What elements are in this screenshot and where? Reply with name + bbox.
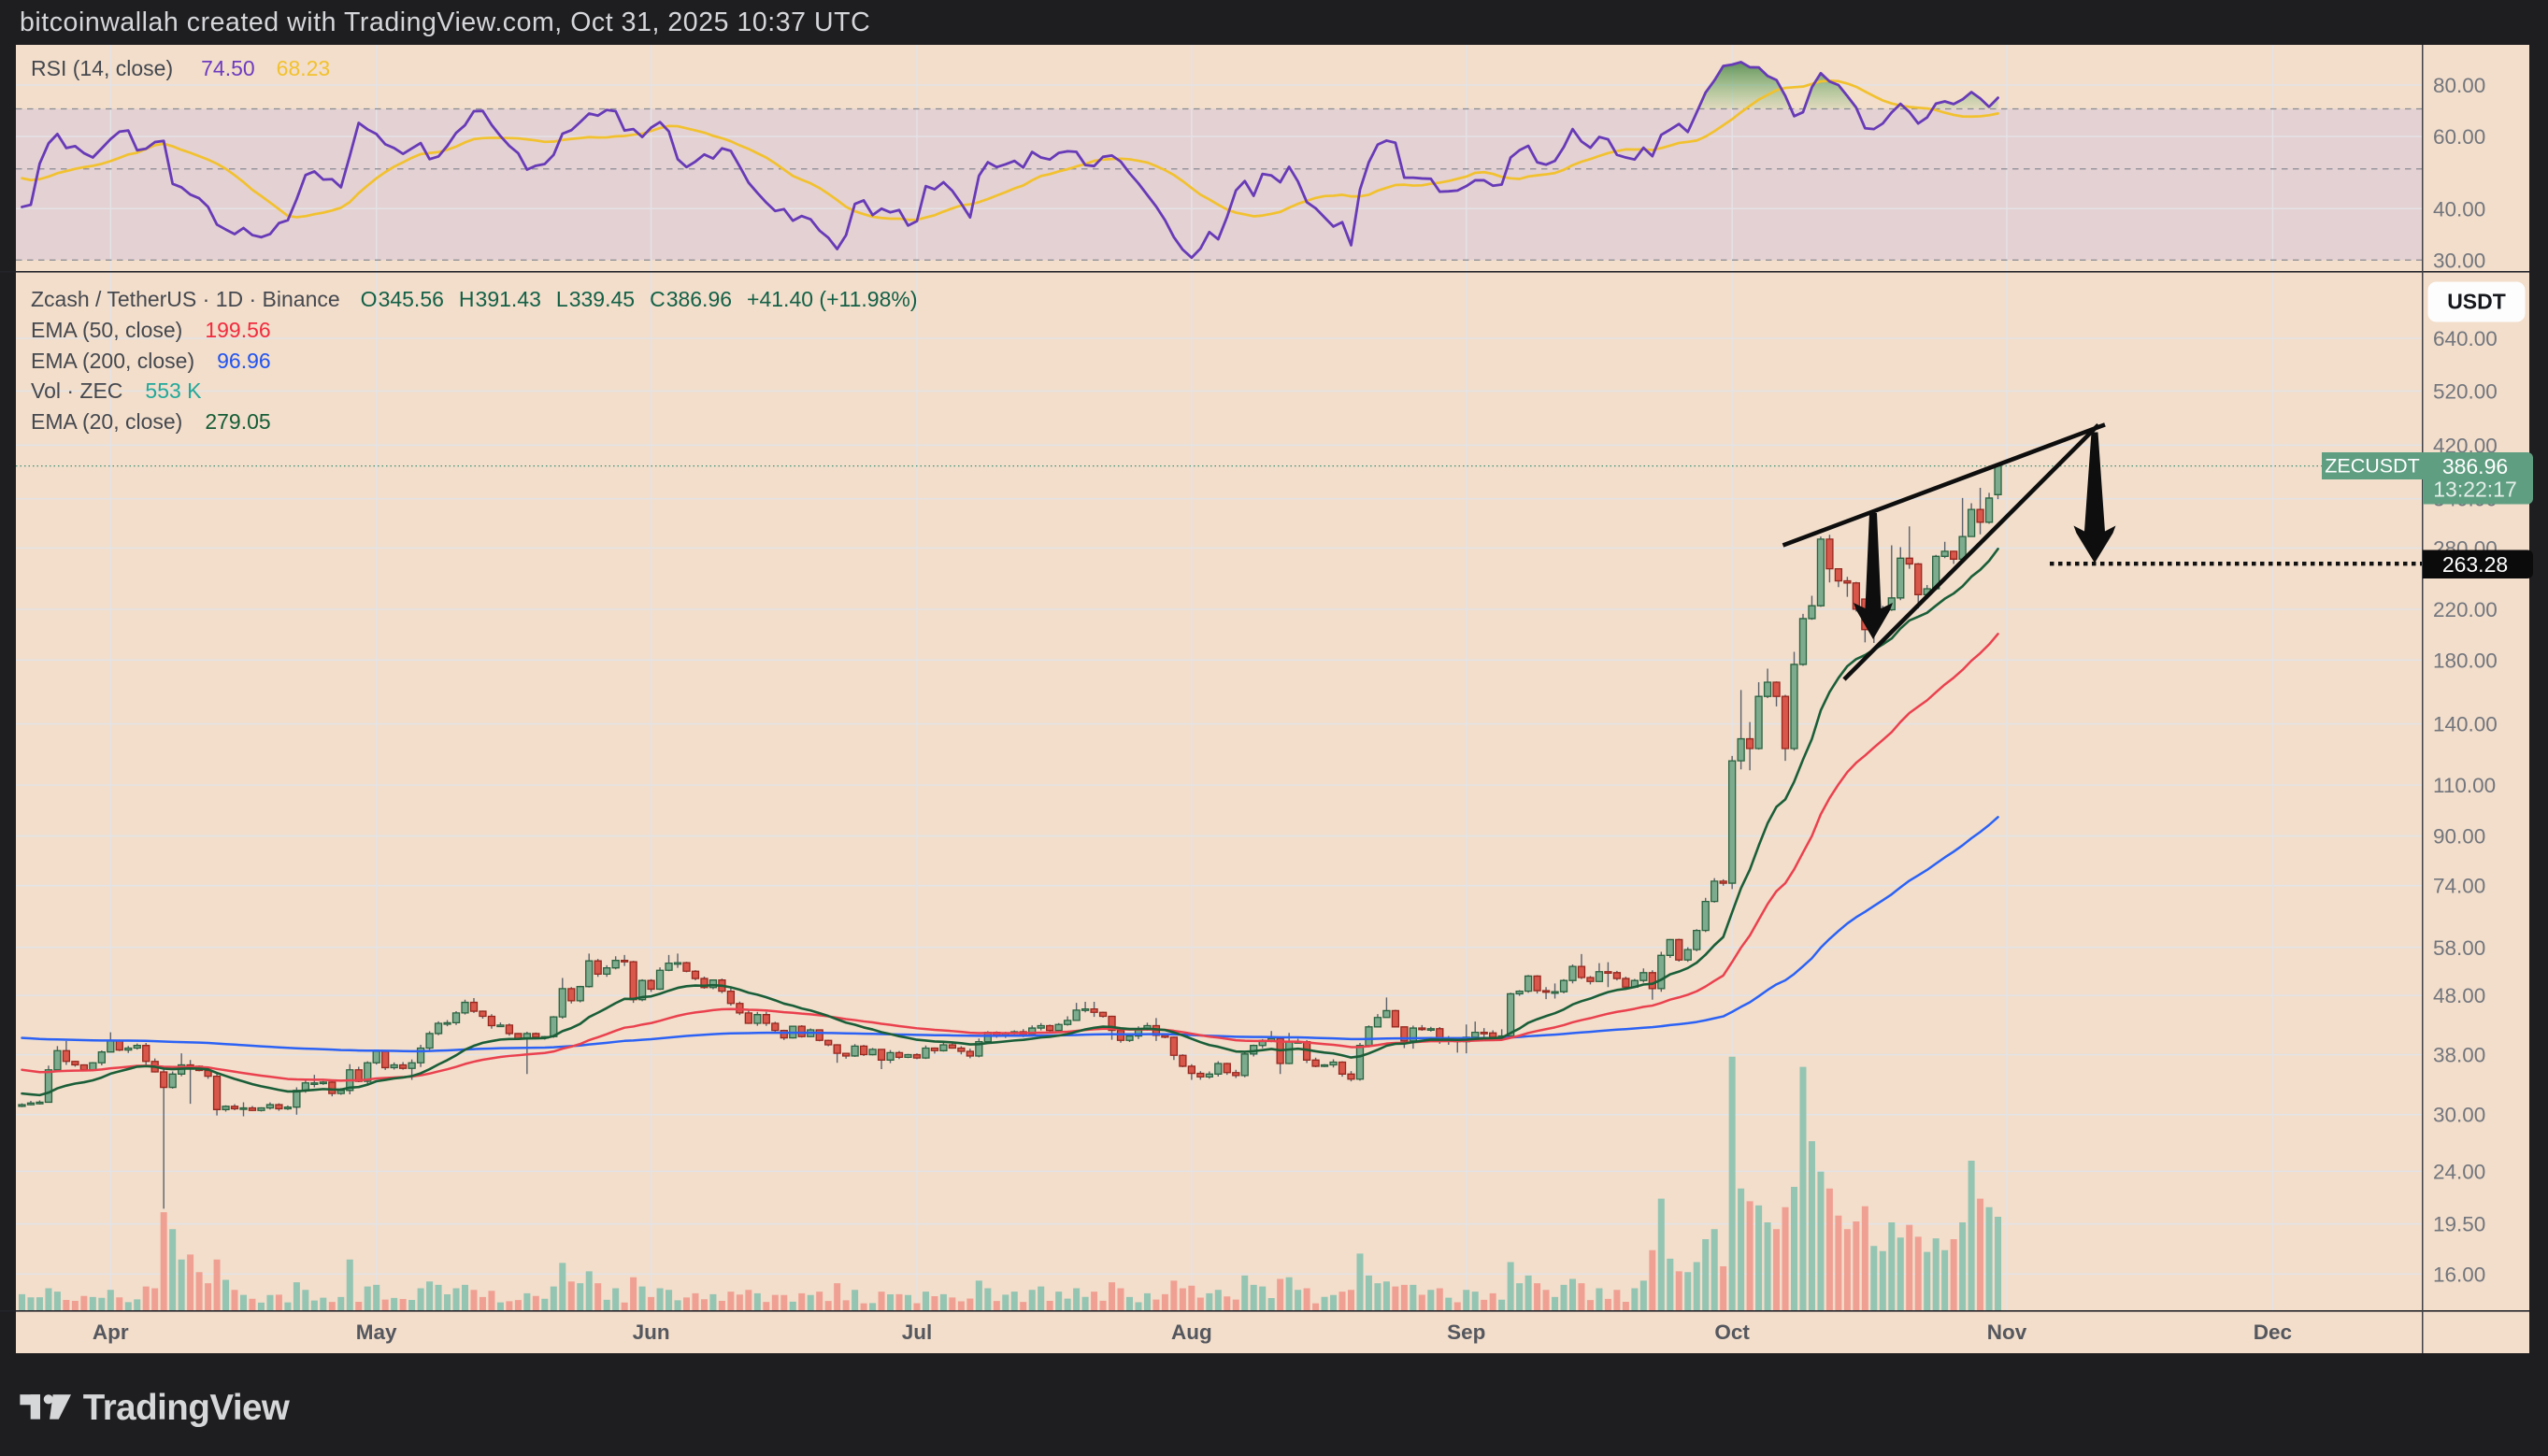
- svg-text:58.00: 58.00: [2433, 936, 2485, 960]
- svg-text:520.00: 520.00: [2433, 379, 2498, 403]
- svg-text:Nov: Nov: [1987, 1320, 2027, 1344]
- svg-text:TradingView: TradingView: [83, 1388, 291, 1428]
- svg-text:May: May: [356, 1320, 397, 1344]
- svg-text:180.00: 180.00: [2433, 649, 2498, 672]
- svg-text:24.00: 24.00: [2433, 1160, 2485, 1183]
- svg-text:90.00: 90.00: [2433, 825, 2485, 849]
- svg-text:Jun: Jun: [633, 1320, 670, 1344]
- svg-text:386.96: 386.96: [2442, 454, 2508, 478]
- svg-text:Jul: Jul: [902, 1320, 933, 1344]
- svg-text:13:22:17: 13:22:17: [2433, 478, 2517, 502]
- svg-text:Apr: Apr: [93, 1320, 129, 1344]
- svg-text:640.00: 640.00: [2433, 327, 2498, 350]
- svg-text:Dec: Dec: [2254, 1320, 2292, 1344]
- svg-text:30.00: 30.00: [2433, 1104, 2485, 1127]
- svg-text:40.00: 40.00: [2433, 197, 2485, 221]
- svg-text:USDT: USDT: [2447, 290, 2506, 314]
- svg-text:30.00: 30.00: [2433, 249, 2485, 272]
- svg-text:Oct: Oct: [1714, 1320, 1750, 1344]
- svg-text:Aug: Aug: [1171, 1320, 1212, 1344]
- svg-text:ZECUSDT: ZECUSDT: [2325, 455, 2420, 478]
- svg-text:263.28: 263.28: [2442, 552, 2508, 577]
- svg-text:220.00: 220.00: [2433, 598, 2498, 621]
- svg-text:60.00: 60.00: [2433, 125, 2485, 149]
- svg-text:110.00: 110.00: [2433, 774, 2496, 797]
- svg-text:74.00: 74.00: [2433, 875, 2485, 898]
- svg-text:80.00: 80.00: [2433, 74, 2485, 97]
- svg-text:140.00: 140.00: [2433, 713, 2498, 736]
- svg-text:38.00: 38.00: [2433, 1044, 2485, 1067]
- svg-text:48.00: 48.00: [2433, 984, 2485, 1007]
- svg-text:16.00: 16.00: [2433, 1263, 2485, 1286]
- svg-text:19.50: 19.50: [2433, 1213, 2485, 1236]
- svg-text:Sep: Sep: [1447, 1320, 1485, 1344]
